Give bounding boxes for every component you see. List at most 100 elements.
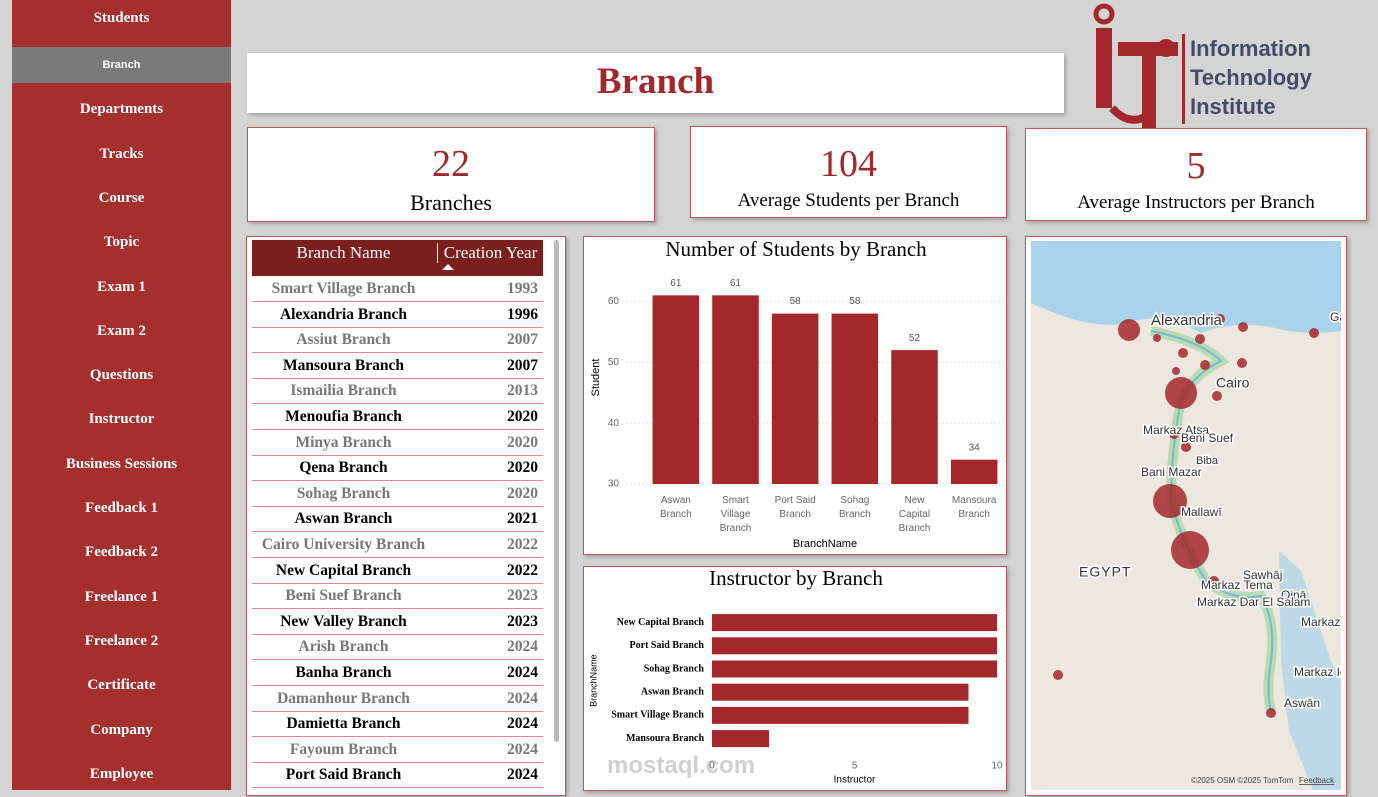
branch-name: Ismailia Branch — [290, 382, 397, 400]
nav-item[interactable]: Tracks — [99, 145, 144, 162]
table-row — [252, 354, 543, 379]
logo-line: Technology — [1190, 65, 1312, 90]
creation-year: 2020 — [507, 433, 538, 451]
nav-item[interactable]: Certificate — [87, 677, 156, 694]
table-row — [252, 379, 543, 405]
creation-year: 2022 — [507, 536, 538, 553]
branch-name: Minya Branch — [295, 433, 392, 451]
logo-divider — [1182, 34, 1185, 124]
nav-item[interactable]: Company — [90, 721, 153, 738]
creation-year: 2007 — [507, 356, 538, 374]
y-tick-label: 60 — [608, 296, 620, 307]
nav-item[interactable]: Questions — [89, 367, 154, 384]
sort-icon — [442, 264, 454, 270]
nav-item[interactable]: Feedback 2 — [85, 544, 158, 561]
x-tick-label: Smart Village Branch — [719, 495, 752, 534]
kpi-card — [247, 127, 655, 222]
data-label: 52 — [909, 333, 921, 344]
y-tick-label: New Capital Branch — [617, 617, 705, 628]
x-tick-label: Aswan Branch — [659, 495, 692, 520]
bar — [712, 706, 969, 724]
nav-item[interactable]: Exam 2 — [97, 322, 146, 339]
x-tick-label: 5 — [852, 761, 858, 772]
creation-year: 2023 — [507, 612, 538, 630]
logo-text: Information Technology Institute — [1190, 34, 1312, 121]
kpi-label: Average Students per Branch — [737, 190, 960, 211]
x-tick-label: 10 — [991, 761, 1003, 772]
nav-item[interactable]: Employee — [89, 765, 154, 782]
kpi-label: Average Instructors per Branch — [1077, 192, 1315, 213]
y-tick-label: Sohag Branch — [644, 663, 705, 674]
table-row — [252, 482, 543, 507]
nav-item[interactable]: Business Sessions — [65, 455, 178, 472]
map-label: EGYPT — [1079, 564, 1131, 580]
x-tick-label: Sohag Branch — [838, 495, 871, 520]
column-header[interactable]: Branch Name — [296, 243, 391, 262]
logo-line: Institute — [1190, 94, 1276, 119]
table-row — [252, 328, 543, 354]
logo-line: Information — [1190, 36, 1311, 61]
nav-item[interactable]: Students — [93, 10, 150, 26]
y-tick-label: Port Said Branch — [630, 640, 705, 651]
table-row — [252, 533, 543, 558]
data-label: 58 — [790, 296, 802, 307]
nav-item[interactable]: Branch — [12, 47, 231, 84]
x-axis-title: BranchName — [793, 538, 857, 550]
bar — [712, 614, 997, 632]
y-tick-label: Smart Village Branch — [611, 710, 704, 721]
nav-item[interactable]: Freelance 2 — [84, 632, 159, 649]
branch-name: Beni Suef Branch — [285, 587, 402, 605]
creation-year: 2024 — [507, 715, 538, 733]
bar — [891, 350, 938, 484]
branch-name: Alexandria Branch — [279, 305, 408, 323]
creation-year: 2020 — [507, 484, 538, 502]
students-chart: Number of Students by Branch 30 40 50 60 Stud… — [583, 236, 1007, 555]
map-label: Cairo — [1216, 375, 1250, 391]
x-tick-label: 0 — [709, 761, 715, 772]
x-tick-label-box: Aswan Branch — [659, 495, 692, 520]
scrollbar[interactable] — [554, 240, 559, 742]
column-header[interactable]: Creation Year — [437, 243, 543, 263]
map-label: Markaz Neqada — [1301, 615, 1341, 629]
branch-name: Banha Branch — [295, 664, 392, 681]
table-row — [252, 763, 543, 789]
page-title: Branch — [247, 53, 1064, 113]
branch-name: Menoufia Branch — [285, 408, 402, 425]
branch-name: Port Said Branch — [285, 766, 402, 784]
x-tick-label-box: Mansoura Branch — [952, 495, 996, 520]
nav-item[interactable]: Exam 1 — [97, 278, 146, 295]
x-tick-label-box: Port Said Branch — [775, 495, 816, 520]
map-feedback[interactable]: Feedback — [1299, 776, 1335, 785]
nav-item[interactable]: Course — [98, 189, 145, 206]
creation-year: 1996 — [507, 305, 538, 323]
nav-item[interactable]: Departments — [79, 101, 164, 118]
branch-name: Qena Branch — [299, 459, 388, 477]
bar — [652, 295, 700, 484]
creation-year: 2022 — [507, 561, 538, 579]
table-row — [252, 584, 543, 610]
bar — [771, 313, 819, 484]
creation-year: 2013 — [507, 382, 538, 400]
map-label: Mallawī — [1181, 505, 1222, 519]
data-label: 58 — [849, 296, 861, 307]
table-row — [252, 456, 543, 482]
bar — [712, 295, 759, 484]
bar — [950, 459, 998, 484]
nav-item[interactable]: Feedback 1 — [85, 500, 158, 516]
y-tick-label: 40 — [608, 418, 620, 429]
branch-name: Smart Village Branch — [271, 280, 416, 297]
map-label: Qinā — [1281, 588, 1307, 602]
x-axis-title: Instructor — [834, 775, 876, 786]
branch-name: Damietta Branch — [286, 715, 401, 733]
kpi-label: Branches — [410, 190, 492, 215]
creation-year: 2024 — [507, 740, 538, 758]
creation-year: 2024 — [507, 638, 538, 656]
nav-item[interactable]: Instructor — [88, 411, 155, 428]
table-row — [252, 405, 543, 430]
nav-item[interactable]: Freelance 1 — [84, 588, 159, 605]
table-row — [252, 559, 543, 584]
nav-item[interactable]: Topic — [103, 234, 140, 251]
bar — [712, 660, 997, 678]
